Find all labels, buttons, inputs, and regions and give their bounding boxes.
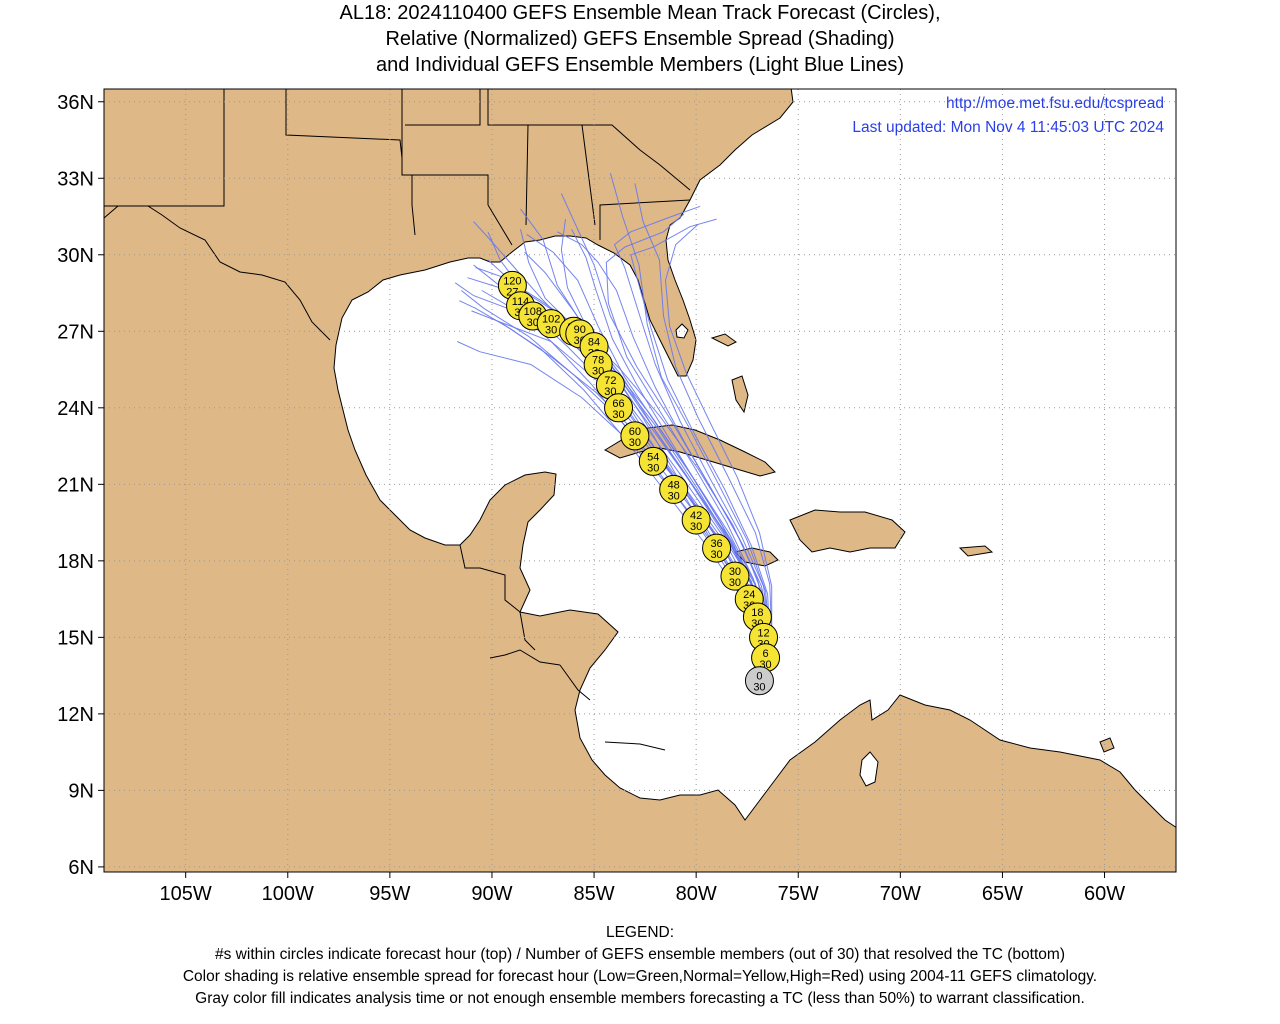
member-count-label: 30 (753, 682, 765, 694)
lon-tick-label: 60W (1084, 883, 1125, 905)
lat-tick-label: 24N (57, 398, 94, 420)
member-count-label: 30 (729, 577, 741, 589)
last-updated: Last updated: Mon Nov 4 11:45:03 UTC 202… (852, 119, 1164, 136)
lon-tick-label: 100W (262, 883, 314, 905)
member-track-12 (613, 205, 771, 669)
lat-tick-label: 27N (57, 321, 94, 343)
grand-bahama-island (710, 333, 737, 347)
north-america-landmass (104, 89, 1176, 872)
track-circle (659, 474, 689, 504)
forecast-hour-label: 102 (542, 314, 560, 326)
member-count-label: 30 (647, 462, 659, 474)
lon-tick-label: 90W (471, 883, 512, 905)
member-count-label: 30 (629, 437, 641, 449)
forecast-hour-label: 18 (751, 607, 763, 619)
forecast-hour-label: 120 (503, 275, 521, 287)
track-point-0h: 030 (744, 666, 774, 696)
andros-island (731, 375, 749, 414)
lake-maracaibo (859, 751, 879, 787)
puerto-rico-island (958, 545, 994, 557)
forecast-hour-label: 42 (690, 510, 702, 522)
legend-line-1: #s within circles indicate forecast hour… (215, 946, 1065, 963)
ensemble-mean-track: 1202711430108301023096309030843078307230… (497, 270, 781, 696)
lon-tick-label: 95W (369, 883, 410, 905)
title-line-2: Relative (Normalized) GEFS Ensemble Spre… (385, 28, 895, 50)
forecast-hour-label: 90 (574, 324, 586, 336)
map-title: AL18: 2024110400 GEFS Ensemble Mean Trac… (0, 0, 1280, 78)
title-line-3: and Individual GEFS Ensemble Members (Li… (375, 54, 905, 76)
forecast-hour-label: 12 (757, 627, 769, 639)
lat-tick-label: 30N (57, 245, 94, 267)
trinidad-island (1099, 737, 1115, 753)
forecast-hour-label: 24 (743, 589, 755, 601)
legend-heading: LEGEND: (605, 924, 675, 941)
member-track-24 (664, 223, 773, 669)
forecast-hour-label: 78 (592, 354, 604, 366)
lat-tick-label: 6N (68, 857, 94, 879)
lon-tick-label: 105W (160, 883, 212, 905)
forecast-hour-label: 72 (604, 375, 616, 387)
source-url[interactable]: http://moe.met.fsu.edu/tcspread (946, 95, 1164, 112)
lon-tick-label: 70W (880, 883, 921, 905)
lon-tick-label: 65W (982, 883, 1023, 905)
legend-line-2: Color shading is relative ensemble sprea… (182, 968, 1098, 985)
track-circle (681, 505, 711, 535)
lat-tick-label: 18N (57, 551, 94, 573)
lat-tick-label: 21N (57, 474, 94, 496)
forecast-hour-label: 54 (647, 451, 659, 463)
track-circle (702, 533, 732, 563)
member-count-label: 30 (690, 521, 702, 533)
legend: LEGEND: #s within circles indicate forec… (0, 922, 1280, 1010)
forecast-hour-label: 30 (729, 566, 741, 578)
track-circle (604, 393, 634, 423)
mexico-central-america-borders (459, 544, 666, 751)
state-borders (104, 89, 691, 341)
lat-tick-label: 9N (68, 780, 94, 802)
lon-tick-label: 85W (573, 883, 614, 905)
lat-tick-label: 12N (57, 704, 94, 726)
forecast-hour-label: 0 (756, 671, 762, 683)
member-count-label: 30 (710, 549, 722, 561)
lon-tick-label: 80W (676, 883, 717, 905)
plot-frame (103, 88, 1177, 873)
member-count-label: 30 (545, 325, 557, 337)
forecast-hour-label: 66 (612, 398, 624, 410)
lat-tick-label: 33N (57, 168, 94, 190)
lon-tick-label: 75W (778, 883, 819, 905)
member-track-4 (560, 193, 771, 669)
track-circle (744, 666, 774, 696)
hispaniola-island (789, 509, 906, 553)
title-line-1: AL18: 2024110400 GEFS Ensemble Mean Trac… (339, 2, 941, 24)
member-track-18 (630, 218, 771, 669)
forecast-hour-label: 108 (524, 306, 542, 318)
member-count-label: 30 (527, 317, 539, 329)
forecast-hour-label: 60 (629, 426, 641, 438)
member-count-label: 30 (612, 409, 624, 421)
lake-okeechobee (675, 323, 689, 339)
track-circle (638, 446, 668, 476)
forecast-hour-label: 36 (710, 538, 722, 550)
forecast-hour-label: 6 (763, 648, 769, 660)
lat-lon-grid (104, 89, 1176, 872)
legend-line-3: Gray color fill indicates analysis time … (195, 990, 1085, 1007)
lat-tick-label: 15N (57, 627, 94, 649)
lat-tick-label: 36N (57, 92, 94, 114)
track-circle (720, 561, 750, 591)
forecast-hour-label: 84 (588, 337, 600, 349)
forecast-hour-label: 48 (668, 479, 680, 491)
track-circle (620, 421, 650, 451)
member-count-label: 30 (668, 490, 680, 502)
map-axes: 105W 100W 95W 90W 85W 80W 75W 70W 65W 60W 6N 9N 12N 1… (57, 92, 1125, 905)
